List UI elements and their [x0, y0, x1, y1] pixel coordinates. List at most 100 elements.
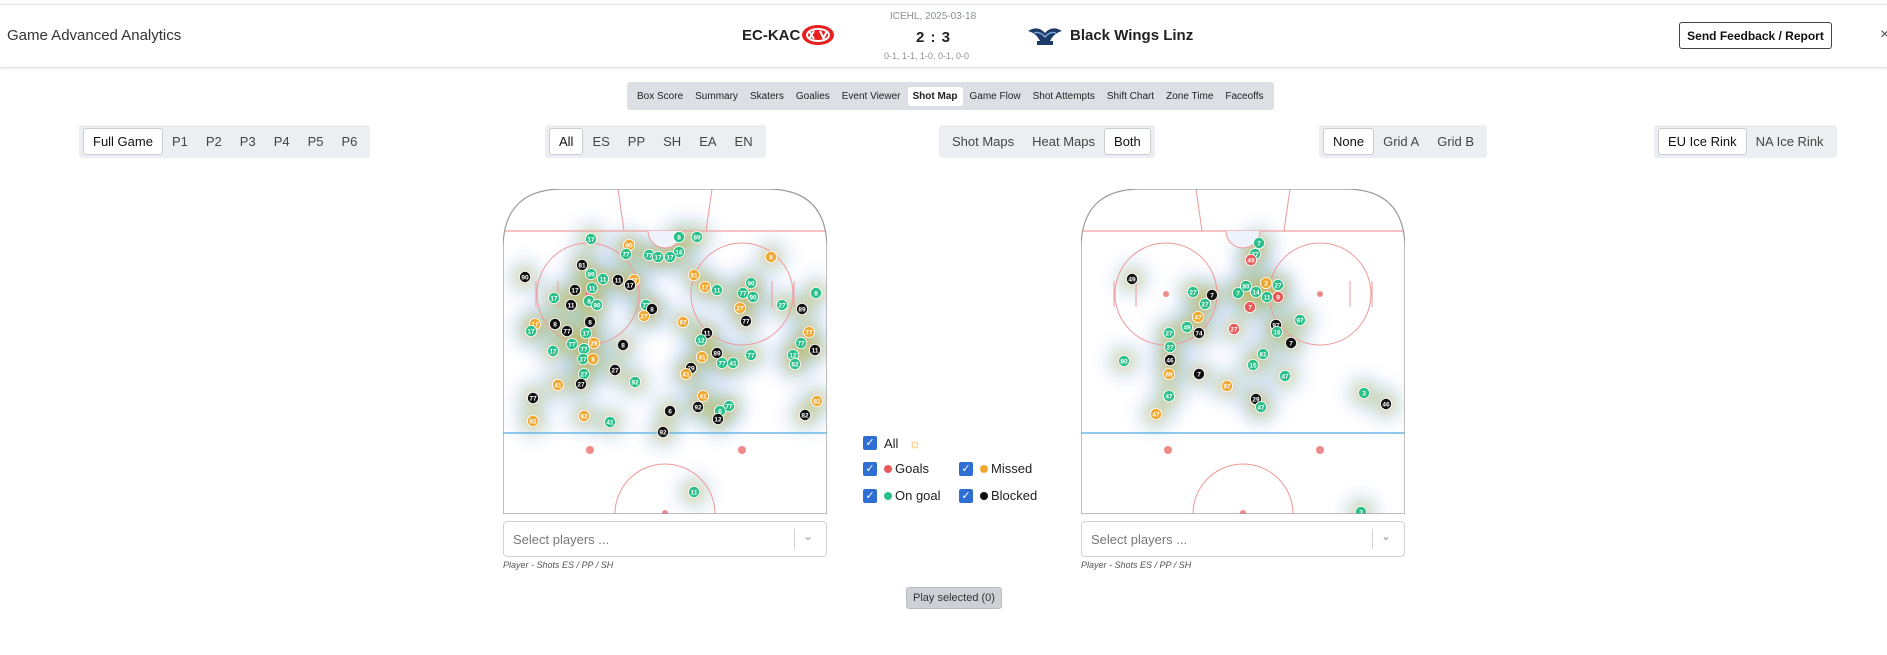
- shot-marker-ongoal[interactable]: [586, 282, 599, 295]
- shot-marker-ongoal[interactable]: [1357, 386, 1370, 399]
- shot-marker-goal[interactable]: [1227, 322, 1240, 335]
- filter-option-sh[interactable]: SH: [663, 134, 682, 149]
- all-checkbox[interactable]: ✓: [863, 436, 877, 450]
- shot-marker-blocked[interactable]: [1164, 353, 1177, 366]
- tab-shift-chart[interactable]: Shift Chart: [1106, 90, 1155, 102]
- shot-marker-ongoal[interactable]: [1163, 326, 1176, 339]
- shot-marker-missed[interactable]: [637, 310, 650, 323]
- shot-marker-blocked[interactable]: [1126, 273, 1139, 286]
- shot-marker-ongoal[interactable]: [809, 287, 822, 300]
- legend-missed[interactable]: ✓ Missed: [959, 461, 1032, 476]
- shot-marker-blocked[interactable]: [609, 363, 622, 376]
- legend-on-goal[interactable]: ✓ On goal: [863, 488, 941, 503]
- shot-marker-blocked[interactable]: [549, 317, 562, 330]
- shot-marker-ongoal[interactable]: [722, 399, 735, 412]
- shot-marker-blocked[interactable]: [526, 391, 539, 404]
- shot-marker-ongoal[interactable]: [585, 233, 598, 246]
- close-icon[interactable]: ×: [1880, 26, 1887, 43]
- filter-option-p3[interactable]: P3: [239, 134, 256, 149]
- shot-marker-missed[interactable]: [676, 316, 689, 329]
- shot-marker-missed[interactable]: [588, 336, 601, 349]
- legend-blocked[interactable]: ✓ Blocked: [959, 488, 1037, 503]
- legend-goals[interactable]: ✓ Goals: [863, 461, 929, 476]
- shot-marker-blocked[interactable]: [1193, 326, 1206, 339]
- tab-event-viewer[interactable]: Event Viewer: [841, 90, 901, 102]
- shot-marker-missed[interactable]: [587, 352, 600, 365]
- shot-marker-goal[interactable]: [1244, 254, 1257, 267]
- shot-marker-ongoal[interactable]: [1187, 286, 1200, 299]
- shot-marker-ongoal[interactable]: [690, 231, 703, 244]
- tab-summary[interactable]: Summary: [695, 90, 738, 102]
- shot-marker-blocked[interactable]: [1193, 367, 1206, 380]
- filter-option-none[interactable]: None: [1323, 128, 1375, 155]
- shot-marker-ongoal[interactable]: [1118, 354, 1131, 367]
- shot-marker-blocked[interactable]: [711, 412, 724, 425]
- filter-option-p2[interactable]: P2: [205, 134, 222, 149]
- shot-marker-missed[interactable]: [802, 325, 815, 338]
- shot-marker-ongoal[interactable]: [1271, 279, 1284, 292]
- filter-option-p6[interactable]: P6: [341, 134, 358, 149]
- tab-zone-time[interactable]: Zone Time: [1166, 90, 1214, 102]
- on-goal-checkbox[interactable]: ✓: [863, 488, 877, 503]
- shot-marker-ongoal[interactable]: [548, 292, 561, 305]
- shot-marker-ongoal[interactable]: [672, 246, 685, 259]
- shot-marker-blocked[interactable]: [518, 271, 531, 284]
- shot-marker-blocked[interactable]: [576, 259, 589, 272]
- shot-marker-ongoal[interactable]: [746, 291, 759, 304]
- shot-marker-missed[interactable]: [1192, 311, 1205, 324]
- shot-marker-blocked[interactable]: [612, 274, 625, 287]
- filter-option-both[interactable]: Both: [1104, 128, 1151, 155]
- shot-marker-blocked[interactable]: [584, 316, 597, 329]
- shot-marker-ongoal[interactable]: [1254, 400, 1267, 413]
- shot-marker-goal[interactable]: [1243, 301, 1256, 314]
- missed-checkbox[interactable]: ✓: [959, 461, 973, 476]
- shot-marker-ongoal[interactable]: [1256, 347, 1269, 360]
- shot-marker-blocked[interactable]: [565, 299, 578, 312]
- shot-marker-blocked[interactable]: [808, 343, 821, 356]
- filter-option-shot-maps[interactable]: Shot Maps: [952, 134, 1015, 149]
- filter-option-grid-a[interactable]: Grid A: [1383, 134, 1420, 149]
- shot-marker-missed[interactable]: [578, 409, 591, 422]
- shot-marker-ongoal[interactable]: [775, 299, 788, 312]
- shot-marker-ongoal[interactable]: [1278, 369, 1291, 382]
- shot-marker-blocked[interactable]: [645, 303, 658, 316]
- shot-marker-blocked[interactable]: [656, 425, 669, 438]
- shot-marker-ongoal[interactable]: [710, 284, 723, 297]
- tab-shot-attempts[interactable]: Shot Attempts: [1032, 90, 1095, 102]
- shot-marker-ongoal[interactable]: [672, 231, 685, 244]
- tab-goalies[interactable]: Goalies: [795, 90, 830, 102]
- shot-marker-ongoal[interactable]: [566, 337, 579, 350]
- tab-faceoffs[interactable]: Faceoffs: [1225, 90, 1264, 102]
- shot-marker-blocked[interactable]: [561, 324, 574, 337]
- shot-marker-blocked[interactable]: [617, 338, 630, 351]
- shot-marker-ongoal[interactable]: [1239, 280, 1252, 293]
- shot-marker-blocked[interactable]: [795, 303, 808, 316]
- filter-option-p4[interactable]: P4: [273, 134, 290, 149]
- blocked-checkbox[interactable]: ✓: [959, 488, 973, 503]
- filter-option-ea[interactable]: EA: [699, 134, 717, 149]
- filter-option-es[interactable]: ES: [592, 134, 610, 149]
- shot-marker-ongoal[interactable]: [1164, 340, 1177, 353]
- shot-marker-missed[interactable]: [679, 367, 692, 380]
- shot-marker-missed[interactable]: [1259, 277, 1272, 290]
- home-shot-map[interactable]: 1790778891617771781891111271711178190171…: [503, 189, 827, 514]
- shot-marker-ongoal[interactable]: [585, 268, 598, 281]
- shot-marker-ongoal[interactable]: [1231, 287, 1244, 300]
- shot-marker-ongoal[interactable]: [1354, 505, 1367, 514]
- shot-marker-ongoal[interactable]: [1249, 286, 1262, 299]
- shot-marker-blocked[interactable]: [1206, 289, 1219, 302]
- shot-marker-ongoal[interactable]: [604, 415, 617, 428]
- heatmap-sun-icon[interactable]: ☼: [908, 435, 922, 451]
- shot-marker-ongoal[interactable]: [788, 357, 801, 370]
- shot-marker-ongoal[interactable]: [651, 251, 664, 264]
- shot-marker-missed[interactable]: [552, 378, 565, 391]
- shot-marker-ongoal[interactable]: [687, 485, 700, 498]
- shot-marker-blocked[interactable]: [710, 346, 723, 359]
- shot-marker-goal[interactable]: [1271, 291, 1284, 304]
- shot-marker-missed[interactable]: [526, 414, 539, 427]
- shot-marker-ongoal[interactable]: [1252, 237, 1265, 250]
- filter-option-eu-ice-rink[interactable]: EU Ice Rink: [1658, 128, 1747, 155]
- home-player-select[interactable]: Select players ... ⌄: [503, 521, 827, 557]
- shot-marker-ongoal[interactable]: [663, 251, 676, 264]
